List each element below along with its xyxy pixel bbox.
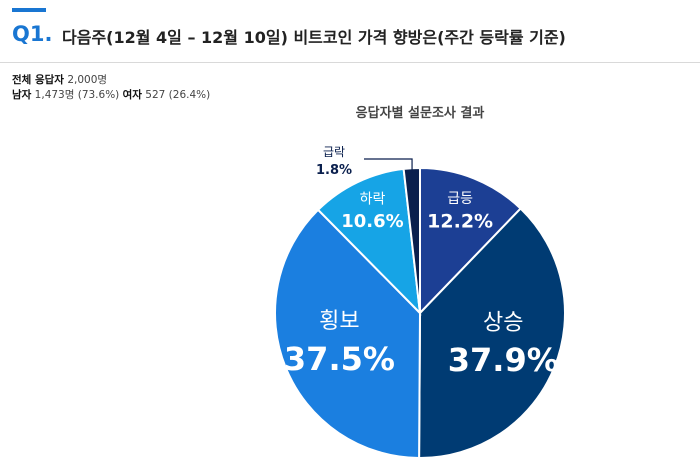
slice-label-1: 급등 [447,191,473,207]
question-title: 다음주(12월 4일 – 12월 10일) 비트코인 가격 향방은(주간 등락률… [62,28,566,47]
header-divider [0,62,700,63]
callout-line [364,158,413,173]
slice-label-4: 하락 [360,192,386,208]
slice-value-4: 10.6% [341,211,403,232]
total-label: 전체 응답자 [12,74,64,86]
female-label: 여자 [122,89,142,101]
pie-slice-2 [418,207,566,459]
slice-value-2: 37.9% [448,341,559,379]
slice-value-1: 12.2% [427,211,493,233]
slice-label-2: 상승 [483,310,523,335]
respondents-gender: 남자 1,473명 (73.6%) 여자 527 (26.4%) [12,87,210,102]
male-value: 1,473명 (73.6%) [34,89,120,101]
slice-label-3: 횡보 [319,309,359,334]
pie-slice-3 [274,208,422,460]
pie-slice-1 [419,166,522,316]
slice-label-5: 급락 [323,145,345,159]
respondents-total: 전체 응답자 2,000명 [12,72,107,87]
pie-slices [274,166,566,460]
pie-labels: 급등 12.2% 상승 37.9% 횡보 37.5% 하락 10.6% 급락 1.8% [284,145,559,379]
pie-slice-4 [316,167,422,316]
female-value: 527 (26.4%) [145,89,211,101]
question-number: Q1. [12,22,53,46]
male-label: 남자 [12,89,32,101]
slice-value-5: 1.8% [316,163,352,178]
question-accent-bar [12,8,46,12]
total-value: 2,000명 [67,74,108,86]
slice-value-3: 37.5% [284,340,395,378]
chart-title: 응답자별 설문조사 결과 [356,105,485,121]
